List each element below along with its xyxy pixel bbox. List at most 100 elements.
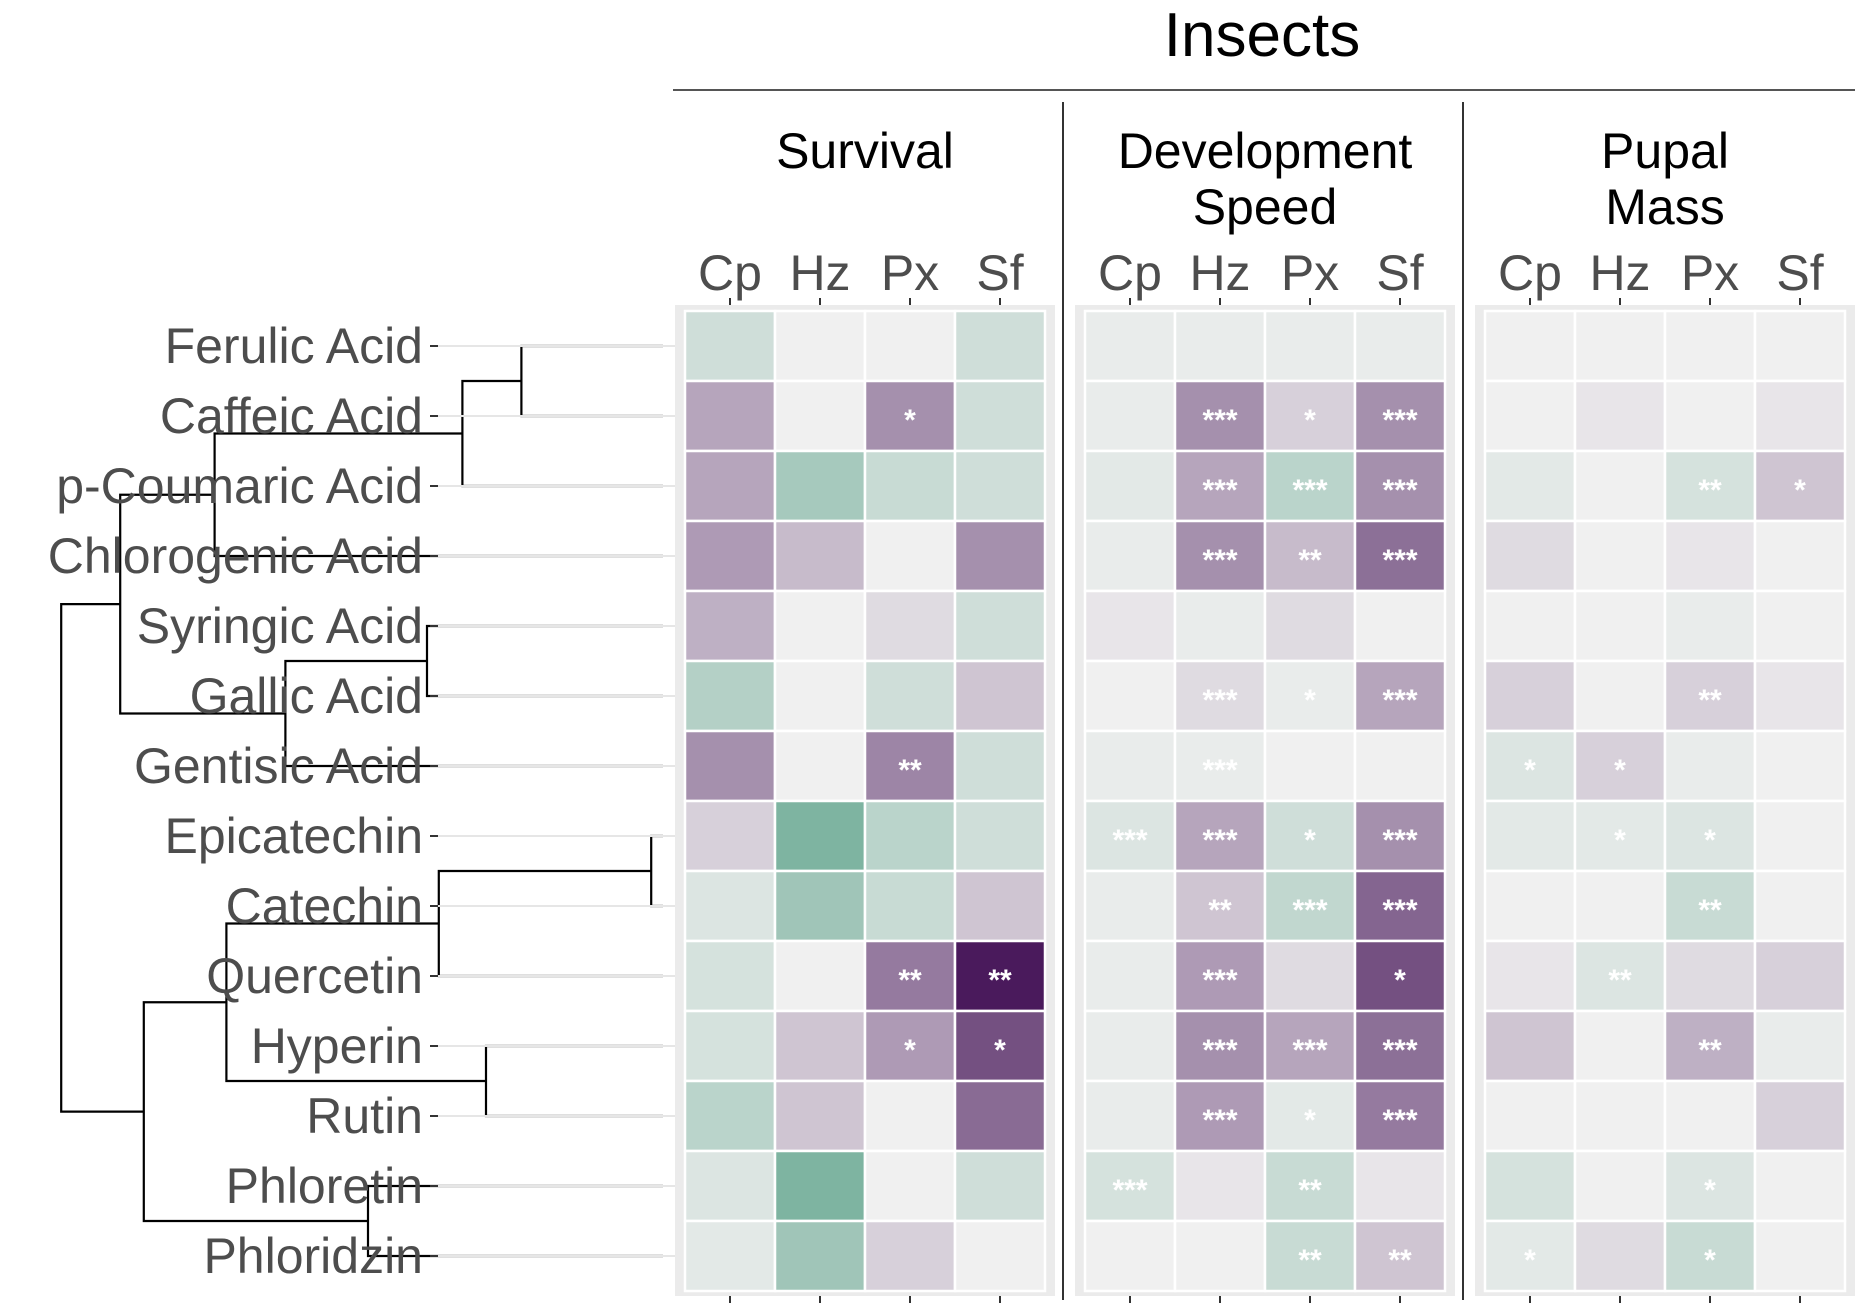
dendrogram-branch [650,834,663,908]
heatmap-cell [1483,939,1577,1013]
significance-label: * [1794,474,1806,507]
significance-label: * [1304,824,1316,857]
heatmap-cell [683,1009,777,1083]
heatmap-cell [1663,1219,1757,1293]
heatmap-cell [953,519,1047,593]
dendrogram-branch [461,379,663,488]
heatmap-cell [863,1219,957,1293]
significance-label: ** [1698,684,1722,717]
significance-label: *** [1202,824,1237,857]
row-label: Syringic Acid [137,598,423,654]
heatmap-cell [1483,449,1577,523]
significance-label: *** [1202,1104,1237,1137]
significance-label: *** [1112,1174,1147,1207]
column-label: Sf [1776,245,1823,301]
heatmap-cell [1483,1149,1577,1223]
heatmap-cell [1483,869,1577,943]
row-label: Phloretin [226,1158,423,1214]
significance-label: * [1614,754,1626,787]
row-label: Quercetin [206,948,423,1004]
heatmap-cell [1753,519,1847,593]
heatmap-cell [1663,379,1757,453]
heatmap-cell [1573,1149,1667,1223]
significance-label: ** [1298,1244,1322,1277]
heatmap-cell [1573,449,1667,523]
heatmap-cell [1753,659,1847,733]
heatmap-cell [953,1149,1047,1223]
heatmap-cell [1353,589,1447,663]
significance-label: ** [1298,1174,1322,1207]
heatmap-cell [1173,309,1267,383]
heatmap-cell [1353,309,1447,383]
heatmap-cell [683,939,777,1013]
significance-label: ** [1608,964,1632,997]
row-label: p-Coumaric Acid [56,458,423,514]
row-label: Ferulic Acid [165,318,423,374]
heatmap-cell [1083,589,1177,663]
heatmap-cell [953,1009,1047,1083]
significance-label: * [1304,404,1316,437]
heatmap-cell [773,869,867,943]
heatmap-cell [1173,379,1267,453]
column-label: Cp [1498,245,1562,301]
heatmap-cell [1083,519,1177,593]
row-label: Catechin [226,878,423,934]
chart-title: Insects [1164,1,1360,70]
heatmap-cell [1083,869,1177,943]
heatmap-cell [1083,379,1177,453]
heatmap-cell [773,799,867,873]
heatmap-cell [1753,729,1847,803]
heatmap-cell [773,939,867,1013]
heatmap-cell [1483,309,1577,383]
heatmap-cell [1263,1149,1357,1223]
heatmap-cell [1663,519,1757,593]
significance-label: *** [1382,1104,1417,1137]
heatmap-cell [1573,519,1667,593]
heatmap-cell [1663,799,1757,873]
heatmap-cell [1173,799,1267,873]
significance-label: ** [1698,1034,1722,1067]
heatmap-cell [1573,1219,1667,1293]
heatmap-cell [1353,449,1447,523]
heatmap-cell [863,1079,957,1153]
heatmap-cell [863,1149,957,1223]
significance-label: ** [898,754,922,787]
heatmap-cell [953,869,1047,943]
heatmap-cell [1263,309,1357,383]
heatmap-cell [1573,1009,1667,1083]
significance-label: *** [1382,404,1417,437]
dendrogram-branch [520,344,663,418]
heatmap-cell [1083,1079,1177,1153]
significance-label: *** [1202,964,1237,997]
heatmap-cell [683,869,777,943]
heatmap-cell [953,799,1047,873]
heatmap-cell [683,449,777,523]
significance-label: *** [1382,1034,1417,1067]
heatmap-cell [1353,1009,1447,1083]
heatmap-cell [1083,1009,1177,1083]
dendrogram-branch [60,603,144,1113]
heatmap-cell [1573,729,1667,803]
column-label: Px [1281,245,1339,301]
heatmap-cell [863,449,957,523]
heatmap-cell [953,589,1047,663]
significance-label: ** [1298,544,1322,577]
heatmap-cell [773,449,867,523]
significance-label: * [1614,824,1626,857]
heatmap-cell [1263,1009,1357,1083]
heatmap-cell [1753,379,1847,453]
heatmap-cell [773,379,867,453]
row-label: Rutin [306,1088,423,1144]
significance-label: * [1304,684,1316,717]
dendrogram-branch [484,1044,663,1118]
heatmap-cell [1483,1079,1577,1153]
dendrogram-branch [425,624,663,698]
significance-label: *** [1202,1034,1237,1067]
heatmap-cell [773,1219,867,1293]
heatmap-cell [1083,309,1177,383]
heatmap-cell [683,1149,777,1223]
